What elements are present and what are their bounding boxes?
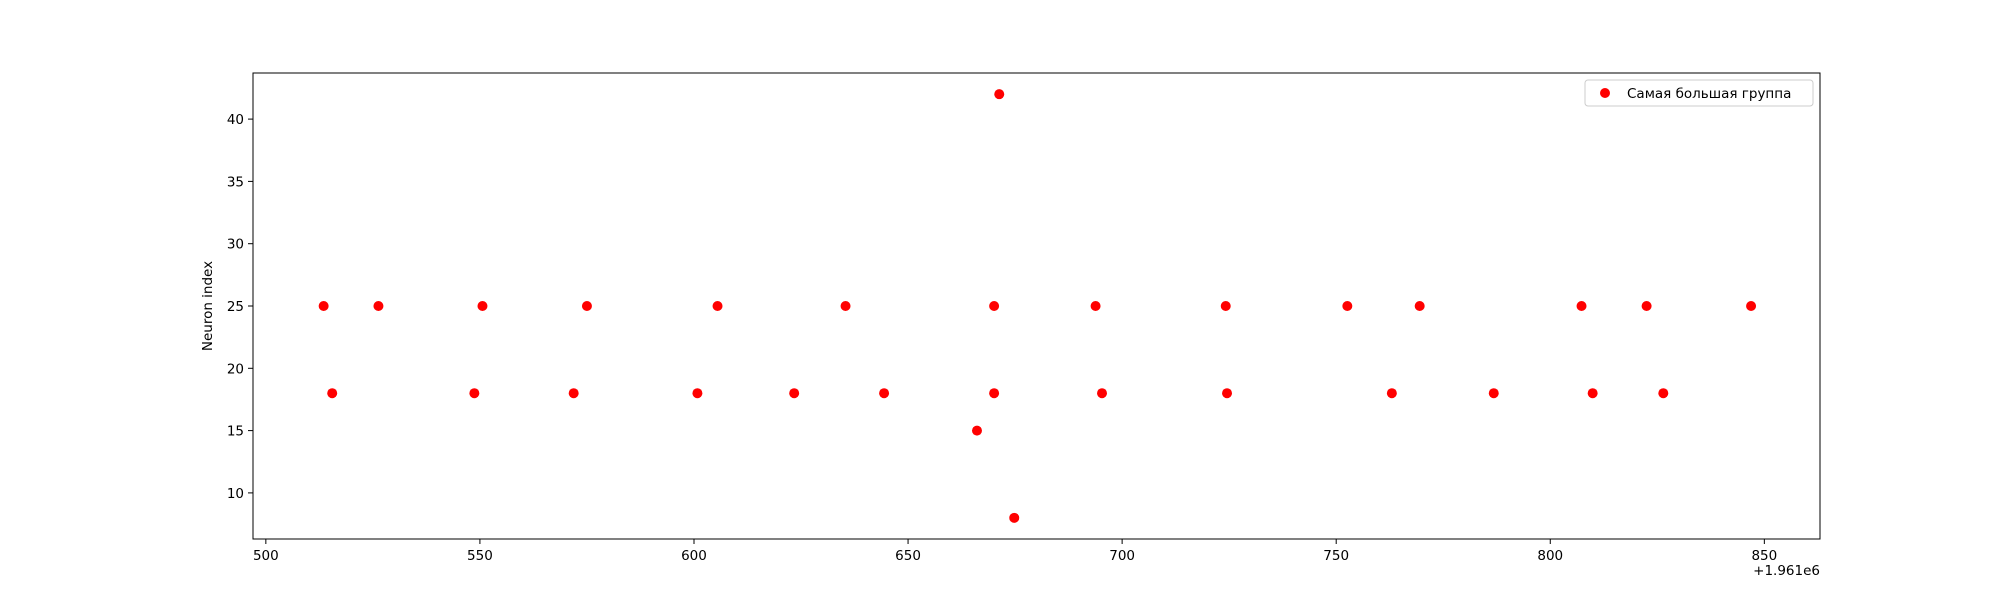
- x-tick-label: 650: [895, 548, 921, 564]
- data-point: [989, 301, 1000, 311]
- data-point: [879, 388, 890, 399]
- y-axis-label: Neuron index: [200, 261, 216, 351]
- data-point: [1097, 388, 1108, 399]
- x-axis-offset-label: +1.961e6: [1753, 563, 1820, 579]
- x-tick-label: 850: [1751, 548, 1777, 564]
- y-tick-label: 35: [227, 174, 244, 190]
- x-tick-label: 750: [1323, 548, 1349, 564]
- data-point: [1488, 388, 1499, 399]
- x-tick-label: 700: [1109, 548, 1135, 564]
- y-tick-label: 25: [227, 299, 244, 315]
- data-point: [568, 388, 579, 399]
- data-point: [971, 425, 982, 436]
- data-point: [1414, 301, 1425, 311]
- y-tick-label: 15: [227, 424, 244, 440]
- data-point: [1222, 388, 1233, 399]
- legend-frame: [1584, 79, 1814, 107]
- data-point: [1342, 301, 1353, 311]
- data-point: [318, 301, 329, 311]
- data-point: [1220, 301, 1231, 311]
- y-tick-label: 40: [227, 112, 244, 128]
- x-tick-label: 600: [681, 548, 707, 564]
- legend-marker: [1600, 88, 1610, 98]
- data-point: [1746, 301, 1757, 311]
- data-point: [469, 388, 480, 399]
- data-point: [789, 388, 800, 399]
- x-tick-label: 550: [467, 548, 493, 564]
- legend: Самая большая группа: [1584, 79, 1814, 107]
- data-point: [477, 301, 488, 311]
- y-tick-label: 30: [227, 237, 244, 253]
- x-tick-label: 800: [1537, 548, 1563, 564]
- data-point: [1658, 388, 1669, 399]
- data-point: [327, 388, 338, 399]
- data-point: [989, 388, 1000, 399]
- plot-area: [318, 89, 1757, 523]
- data-point: [581, 301, 592, 311]
- y-tick-label: 10: [227, 486, 244, 502]
- data-point: [1386, 388, 1397, 399]
- legend-label: Самая большая группа: [1627, 86, 1791, 102]
- axes: 500 550 600 650 700 750 800 850 10 15 20 25 30 35 40: [227, 72, 1821, 564]
- data-point: [1641, 301, 1652, 311]
- y-tick-label: 20: [227, 361, 244, 377]
- data-point: [840, 301, 851, 311]
- data-point: [1009, 512, 1020, 523]
- data-point: [373, 301, 384, 311]
- data-point: [692, 388, 703, 399]
- data-point: [1576, 301, 1587, 311]
- data-point: [712, 301, 723, 311]
- data-point: [1587, 388, 1598, 399]
- data-point: [1090, 301, 1101, 311]
- x-tick-label: 500: [253, 548, 279, 564]
- data-point: [994, 89, 1005, 100]
